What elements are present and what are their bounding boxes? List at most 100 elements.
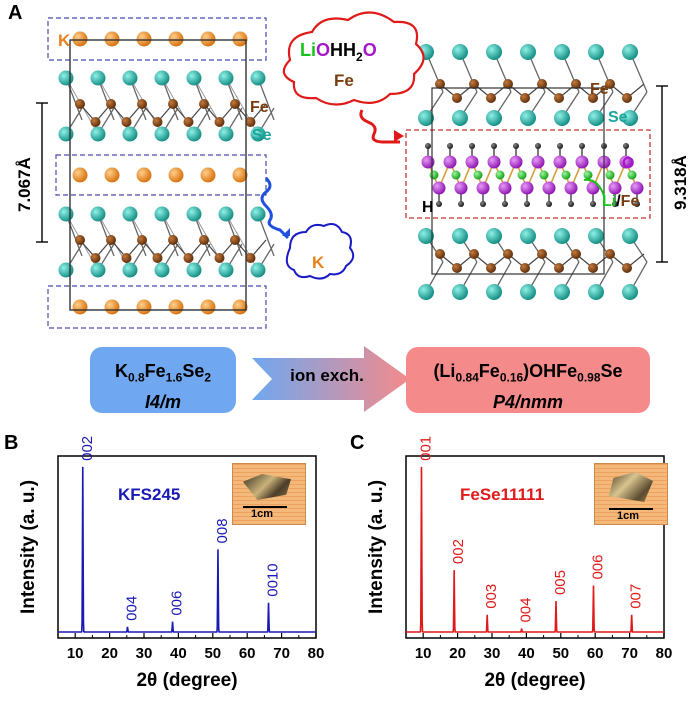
panel-label-c: C xyxy=(350,432,365,454)
h-atom xyxy=(568,201,574,207)
h-atom xyxy=(612,201,618,207)
o-atom xyxy=(542,181,556,195)
se-atom xyxy=(452,44,468,60)
se-atom xyxy=(186,206,202,222)
right-se-label: Se xyxy=(608,109,628,126)
se-atom xyxy=(554,284,570,300)
product-formula: (Li0.84Fe0.16)OHFe0.98Se xyxy=(433,361,623,385)
left-fe-label: Fe xyxy=(250,99,269,116)
chart-title: KFS245 xyxy=(118,485,180,504)
fe-atom xyxy=(520,93,530,103)
k-atom xyxy=(136,31,152,47)
se-atom xyxy=(588,44,604,60)
x-tick-label: 60 xyxy=(587,645,604,662)
se-atom xyxy=(622,228,638,244)
fe-atom xyxy=(245,253,256,263)
se-atom xyxy=(58,70,74,86)
fe-atom xyxy=(520,263,530,273)
se-atom xyxy=(622,284,638,300)
x-tick-label: 30 xyxy=(136,645,153,662)
se-atom xyxy=(452,228,468,244)
h-atom xyxy=(458,201,464,207)
xrd-profile-line xyxy=(58,466,316,633)
peak-label: 006 xyxy=(589,555,606,580)
se-atom xyxy=(622,44,638,60)
k-atom xyxy=(168,167,184,183)
fe-atom xyxy=(75,99,85,109)
se-atom xyxy=(588,284,604,300)
o-label: O xyxy=(622,155,634,172)
o-atom xyxy=(586,181,600,195)
se-atom xyxy=(418,110,434,126)
y-axis-label: Intensity (a. u.) xyxy=(18,480,39,614)
ion-exchange-label: ion exch. xyxy=(290,366,364,385)
se-atom xyxy=(218,126,234,142)
plot-frame xyxy=(57,455,317,639)
reagent-fe-label: Fe xyxy=(334,71,354,90)
se-atom xyxy=(186,70,202,86)
k-label: K xyxy=(58,31,71,50)
scale-label-fese11111: 1cm xyxy=(617,510,640,522)
o-atom xyxy=(531,155,545,169)
k-atom xyxy=(168,299,184,315)
se-atom xyxy=(250,126,266,142)
h-label: H xyxy=(422,199,434,216)
h-atom xyxy=(436,201,442,207)
h-atom xyxy=(524,201,530,207)
x-tick-label: 70 xyxy=(273,645,290,662)
li-fe-atom xyxy=(561,170,571,180)
h-atom xyxy=(491,143,497,149)
peak-label: 0010 xyxy=(265,563,282,596)
fe-atom xyxy=(230,99,240,109)
scale-label-kfs245: 1cm xyxy=(251,508,274,520)
o-atom xyxy=(476,181,490,195)
fe-atom xyxy=(199,99,209,109)
x-tick-label: 50 xyxy=(552,645,569,662)
k-atom xyxy=(104,299,120,315)
h-atom xyxy=(535,143,541,149)
o-atom xyxy=(465,155,479,169)
left-unit-cell xyxy=(69,39,247,311)
o-atom xyxy=(619,155,633,169)
x-axis-label: 2θ (degree) xyxy=(136,670,237,691)
fe-atom xyxy=(230,235,240,245)
se-atom xyxy=(58,206,74,222)
o-atom xyxy=(443,155,457,169)
fe-atom xyxy=(503,249,513,259)
peak-label: 006 xyxy=(169,591,186,616)
fe-atom xyxy=(137,99,147,109)
k-atom xyxy=(136,299,152,315)
fe-atom xyxy=(452,93,462,103)
o-atom xyxy=(498,181,512,195)
o-atom xyxy=(630,181,644,195)
reactant-box: K0.8Fe1.6Se2 I4/m xyxy=(90,347,236,413)
li-fe-atom xyxy=(605,170,615,180)
peak-label: 004 xyxy=(518,598,535,623)
fe-atom xyxy=(435,79,445,89)
li-fe-atom xyxy=(539,170,549,180)
y-axis-label: Intensity (a. u.) xyxy=(366,480,387,614)
peak-label: 005 xyxy=(552,570,569,595)
se-atom xyxy=(122,126,138,142)
product-box: (Li0.84Fe0.16)OHFe0.98Se P4/nmm xyxy=(406,347,650,413)
se-atom xyxy=(250,262,266,278)
k-atom xyxy=(232,167,248,183)
left-lattice-label: 7.067Å xyxy=(15,157,34,212)
k-release-arrow xyxy=(260,176,290,240)
se-atom xyxy=(486,284,502,300)
h-atom xyxy=(579,143,585,149)
reagent-label: LiOHH2O xyxy=(300,40,377,64)
fe-atom xyxy=(605,249,615,259)
se-atom xyxy=(218,262,234,278)
fe-atom xyxy=(469,79,479,89)
fe-atom xyxy=(90,117,101,127)
k-atom xyxy=(104,167,120,183)
o-atom xyxy=(564,181,578,195)
k-atom xyxy=(200,31,216,47)
x-tick-label: 20 xyxy=(101,645,118,662)
li-fe-atom xyxy=(451,170,461,180)
fe-atom xyxy=(452,263,462,273)
se-atom xyxy=(486,44,502,60)
se-atom xyxy=(554,44,570,60)
o-atom xyxy=(553,155,567,169)
